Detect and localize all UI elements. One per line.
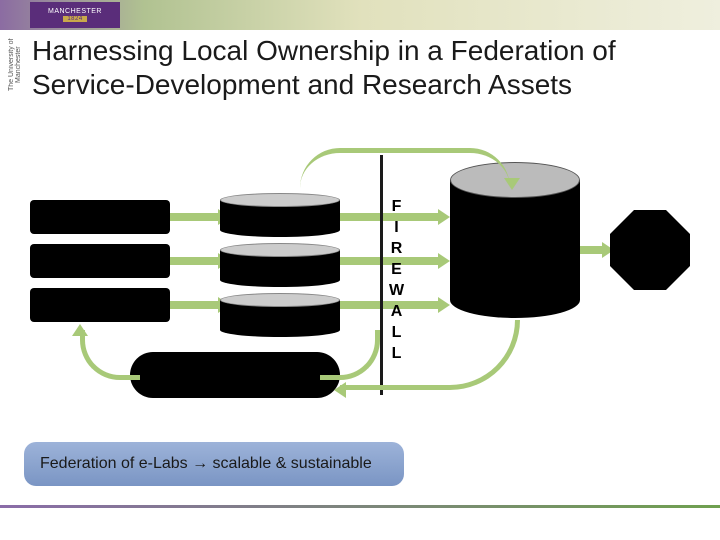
arrowhead (334, 382, 346, 398)
octagon-node (610, 210, 690, 290)
logo-name: MANCHESTER (48, 8, 102, 15)
logo-year: 1824 (63, 16, 86, 22)
mid-cylinder (220, 300, 340, 330)
mid-cylinder (220, 200, 340, 230)
bottom-pill (130, 352, 340, 398)
arrowhead (504, 178, 520, 190)
arrow (170, 301, 220, 309)
caption-text: Federation of e-Labs → scalable & sustai… (40, 455, 372, 473)
arrow (170, 213, 220, 221)
left-box (30, 288, 170, 322)
left-box (30, 200, 170, 234)
page-title: Harnessing Local Ownership in a Federati… (32, 34, 710, 101)
university-affiliation: The University of Manchester (4, 30, 26, 100)
arrow (580, 246, 604, 254)
curved-arrow-long (340, 320, 520, 390)
big-cylinder (450, 180, 580, 300)
university-logo: MANCHESTER 1824 (30, 2, 120, 28)
mid-cylinder-group (220, 200, 340, 330)
federation-diagram: FIREWALL (20, 130, 700, 450)
caption-pill: Federation of e-Labs → scalable & sustai… (24, 442, 404, 486)
footer-divider (0, 505, 720, 508)
curved-arrow-top (300, 148, 510, 188)
arrow (170, 257, 220, 265)
left-box (30, 244, 170, 278)
arrowhead (72, 324, 88, 336)
left-box-group (30, 200, 170, 322)
mid-cylinder (220, 250, 340, 280)
curved-arrow (80, 330, 140, 380)
